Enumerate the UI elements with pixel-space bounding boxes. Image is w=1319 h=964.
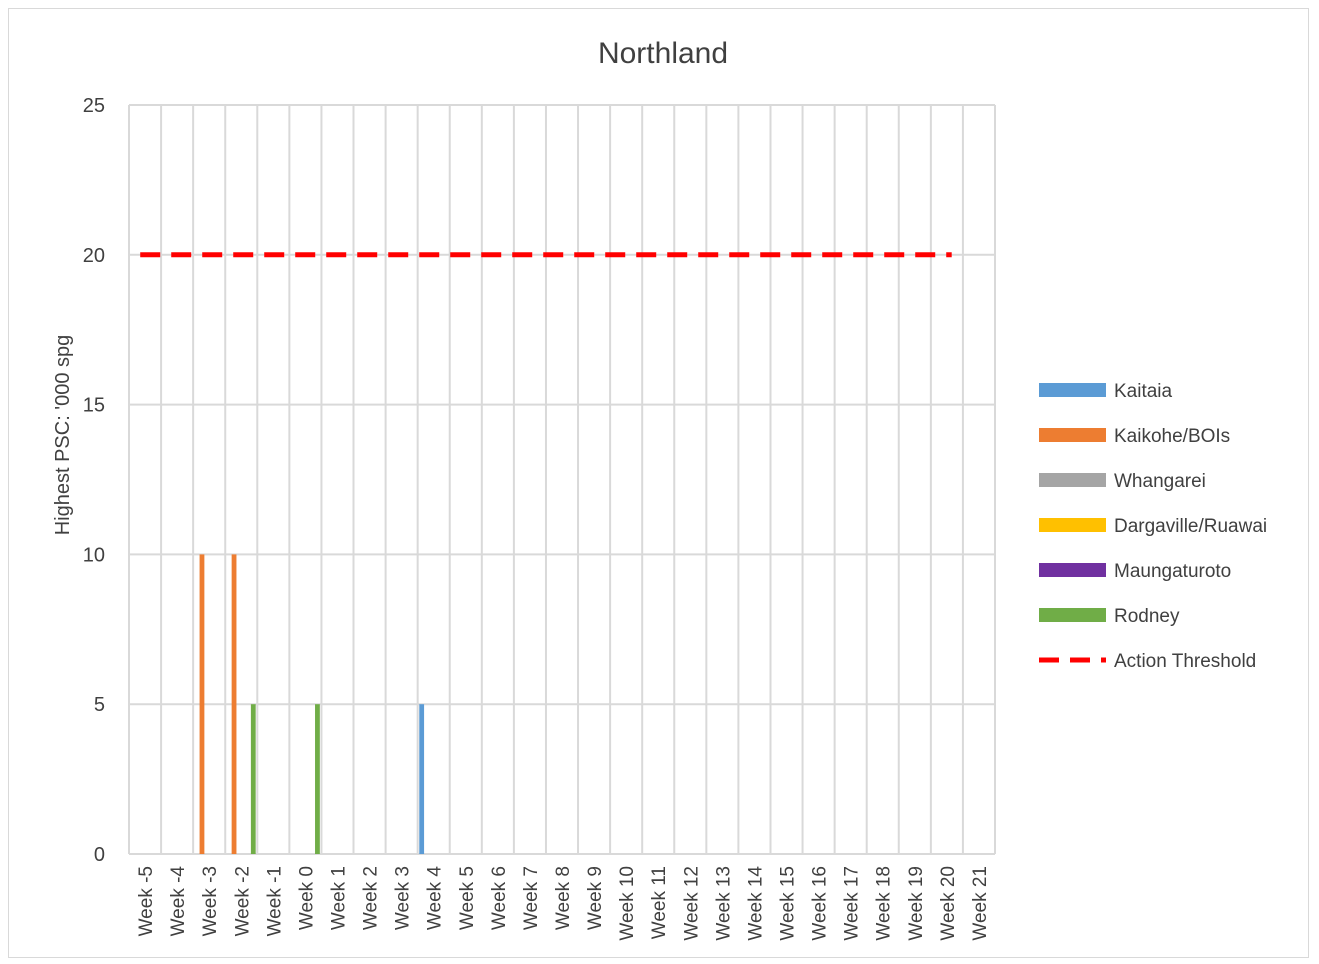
x-tick-label: Week -4	[168, 866, 189, 937]
chart-frame: Northland Highest PSC: '000 spg 0 5 10 15 20…	[8, 8, 1309, 958]
x-tick-label: Week -2	[232, 866, 253, 936]
x-tick-label: Week 19	[906, 866, 927, 941]
x-tick-label: Week 13	[713, 866, 734, 941]
legend-label: Action Threshold	[1114, 651, 1256, 672]
legend-label: Maungaturoto	[1114, 561, 1231, 582]
x-tick-label: Week 16	[810, 866, 831, 941]
x-tick-label: Week -5	[136, 866, 157, 936]
x-tick-label: Week 12	[681, 866, 702, 941]
x-tick-label: Week -1	[264, 866, 285, 936]
x-tick-label: Week 8	[553, 866, 574, 930]
chart-svg: Northland Highest PSC: '000 spg 0 5 10 15 20…	[52, 37, 1267, 941]
legend: Kaitaia Kaikohe/BOIs Whangarei Dargaville/R…	[1039, 381, 1267, 672]
bar-mark	[199, 554, 205, 854]
legend-swatch	[1039, 563, 1106, 577]
x-tick-label: Week 11	[649, 866, 670, 939]
y-tick-label: 20	[83, 245, 105, 267]
x-tick-label: Week 7	[521, 866, 542, 930]
x-tick-label: Week 6	[489, 866, 510, 930]
y-tick-label: 25	[83, 95, 105, 117]
y-tick-label: 5	[94, 694, 105, 716]
y-tick-label: 0	[94, 844, 105, 866]
x-tick-label: Week 1	[328, 866, 349, 930]
x-tick-label: Week 10	[617, 866, 638, 941]
x-tick-label: Week 17	[842, 866, 863, 941]
legend-swatch	[1039, 608, 1106, 622]
x-tick-label: Week -3	[200, 866, 221, 936]
x-tick-label: Week 0	[296, 866, 317, 930]
legend-swatch	[1039, 383, 1106, 397]
bar-mark	[250, 704, 256, 854]
grid-layer	[128, 104, 996, 855]
legend-swatch	[1039, 473, 1106, 487]
axis-labels-layer: 0 5 10 15 20 25 Week -5 Week -4 Week -3 Week -2 We…	[83, 95, 991, 941]
x-tick-label: Week 5	[457, 866, 478, 930]
legend-label: Kaitaia	[1114, 381, 1173, 402]
x-tick-label: Week 20	[938, 866, 959, 941]
x-tick-label: Week 4	[425, 866, 446, 931]
x-tick-label: Week 18	[874, 866, 895, 941]
x-tick-label: Week 21	[970, 866, 991, 941]
x-tick-label: Week 15	[778, 866, 799, 941]
bar-mark	[419, 704, 425, 854]
x-tick-label: Week 14	[745, 866, 766, 941]
x-tick-label: Week 9	[585, 866, 606, 930]
legend-swatch	[1039, 518, 1106, 532]
y-axis-label: Highest PSC: '000 spg	[52, 335, 74, 536]
y-tick-label: 10	[83, 544, 105, 566]
legend-swatch	[1039, 428, 1106, 442]
bars-layer	[199, 554, 425, 854]
legend-label: Dargaville/Ruawai	[1114, 516, 1267, 537]
x-tick-label: Week 3	[393, 866, 414, 930]
y-tick-label: 15	[83, 395, 105, 417]
legend-label: Kaikohe/BOIs	[1114, 426, 1230, 447]
legend-label: Rodney	[1114, 606, 1180, 627]
bar-mark	[315, 704, 320, 854]
x-tick-label: Week 2	[361, 866, 382, 930]
chart-title: Northland	[598, 37, 728, 70]
bar-mark	[231, 554, 237, 854]
legend-label: Whangarei	[1114, 471, 1206, 492]
